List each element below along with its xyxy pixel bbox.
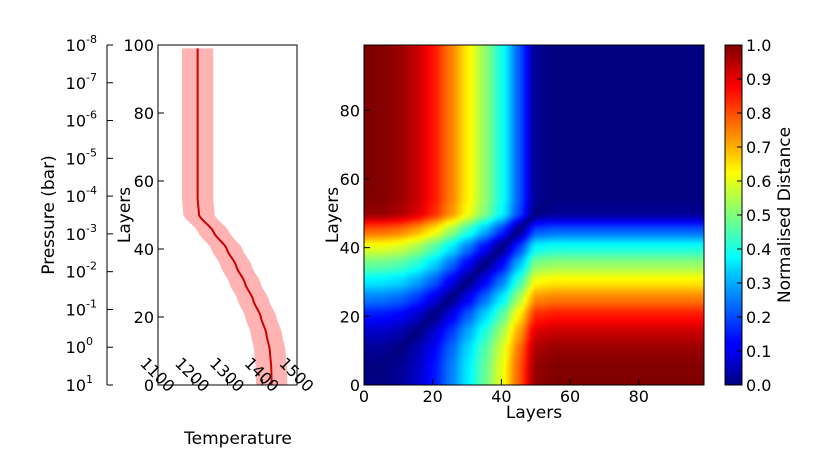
temperature-yaxis-label: Layers xyxy=(115,187,135,243)
heatmap-ytick-label: 40 xyxy=(340,239,360,258)
temperature-ytick-label: 20 xyxy=(134,308,154,327)
temperature-ytick-label: 60 xyxy=(134,172,154,191)
colorbar-tick-label: 0.6 xyxy=(746,172,771,191)
temperature-uncertainty-band xyxy=(181,48,288,385)
heatmap-frame xyxy=(363,44,705,386)
pressure-tick-exponent: -8 xyxy=(86,33,97,46)
temperature-xtick-label: 1300 xyxy=(206,354,248,396)
heatmap-ytick-label: 80 xyxy=(340,101,360,120)
pressure-tick-label: 10 xyxy=(66,112,86,131)
pressure-axis-label: Pressure (bar) xyxy=(39,155,59,274)
colorbar-tick-label: 0.2 xyxy=(746,308,771,327)
colorbar-tick-label: 0.4 xyxy=(746,240,771,259)
colorbar-tick-label: 0.8 xyxy=(746,104,771,123)
heatmap-ytick-label: 20 xyxy=(340,307,360,326)
colorbar-tick-label: 0.7 xyxy=(746,138,771,157)
colorbar-label: Normalised Distance xyxy=(775,127,795,303)
heatmap-ytick-label: 60 xyxy=(340,170,360,189)
heatmap-ytick-label: 0 xyxy=(350,376,360,395)
heatmap-xtick-group: 0 20 40 60 80 xyxy=(359,379,649,406)
pressure-tick-exponent: -5 xyxy=(86,146,97,159)
colorbar-tick-label: 0.3 xyxy=(746,274,771,293)
pressure-tick-exponent: -3 xyxy=(86,222,97,235)
colorbar: 0.0 0.1 0.2 0.3 0.4 0.5 0.6 0.7 0.8 0.9 1.0 Normal… xyxy=(724,36,795,395)
pressure-tick-label: 10 xyxy=(66,300,86,319)
colorbar-tick-label: 0.5 xyxy=(746,206,771,225)
colorbar-tick-label: 0.0 xyxy=(746,376,771,395)
temperature-ytick-label: 100 xyxy=(123,36,154,55)
temperature-xtick-label: 1100 xyxy=(136,354,178,396)
temperature-profile-line xyxy=(196,48,273,385)
temperature-ytick-label: 80 xyxy=(134,104,154,123)
pressure-tick-label: 10 xyxy=(66,338,86,357)
temperature-ytick-label: 40 xyxy=(134,240,154,259)
pressure-tick-label: 10 xyxy=(66,225,86,244)
heatmap-image xyxy=(364,45,704,385)
pressure-tick-exponent: -2 xyxy=(86,260,97,273)
heatmap-xtick-label: 80 xyxy=(629,387,649,406)
temperature-ytick-group: 0 20 40 60 80 100 xyxy=(123,36,164,395)
heatmap-ytick-group: 0 20 40 60 80 xyxy=(340,101,370,395)
heatmap-yaxis-label: Layers xyxy=(323,187,343,243)
pressure-tick-exponent: 1 xyxy=(86,373,93,386)
pressure-tick-exponent: -7 xyxy=(86,71,97,84)
heatmap-xtick-label: 40 xyxy=(491,387,511,406)
pressure-tick-exponent: 0 xyxy=(86,335,93,348)
colorbar-tick-label: 0.1 xyxy=(746,342,771,361)
colorbar-tick-group: 0.0 0.1 0.2 0.3 0.4 0.5 0.6 0.7 0.8 0.9 1.0 xyxy=(737,36,771,395)
heatmap-xaxis-label: Layers xyxy=(506,403,562,423)
pressure-tick-label: 10 xyxy=(66,187,86,206)
pressure-tick-exponent: -1 xyxy=(86,297,97,310)
pressure-tick-label: 10 xyxy=(66,376,86,395)
pressure-tick-label: 10 xyxy=(66,263,86,282)
pressure-tick-exponent: -6 xyxy=(86,109,97,122)
colorbar-tick-label: 0.9 xyxy=(746,70,771,89)
pressure-tick-label: 10 xyxy=(66,36,86,55)
colorbar-tick-label: 1.0 xyxy=(746,36,771,55)
pressure-tick-exponent: -4 xyxy=(86,184,97,197)
pressure-tick-label: 10 xyxy=(66,74,86,93)
distance-heatmap-chart: 0 20 40 60 80 0 20 40 60 80 Layers Layers xyxy=(323,44,705,423)
heatmap-xtick-label: 0 xyxy=(359,387,369,406)
heatmap-xtick-label: 20 xyxy=(423,387,443,406)
temperature-xtick-label: 1200 xyxy=(171,354,213,396)
pressure-tick-label: 10 xyxy=(66,149,86,168)
heatmap-xtick-label: 60 xyxy=(560,387,580,406)
temperature-xaxis-label: Temperature xyxy=(183,429,292,449)
temperature-ytick-label: 0 xyxy=(144,376,154,395)
